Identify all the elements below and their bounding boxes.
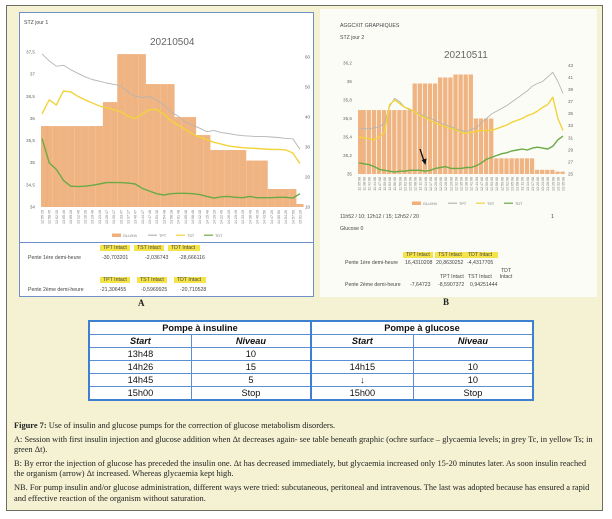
chart-a-title: 20210504 xyxy=(150,37,195,48)
a-header-tdt: TDT Intact xyxy=(168,245,201,251)
b-note-doses: 11h52 / 10; 12h12 / 15; 12h52 / 20 xyxy=(340,214,419,220)
b-row2-tst: -8,5907372 xyxy=(438,282,465,288)
cell: 10 xyxy=(190,347,312,361)
b-row1-label: Pente 1ère demi-heure xyxy=(345,260,399,266)
b-header2-tdt: TDT Intact xyxy=(499,268,513,280)
b-note-number: 1 xyxy=(551,214,554,220)
a-row2-tdt: -20,710528 xyxy=(180,287,207,293)
caption-b: B: By error the injection of glucose has… xyxy=(14,458,587,479)
a-row1-tdt: -28,666116 xyxy=(179,255,205,261)
cell: 13h48 xyxy=(88,347,192,361)
caption-nb: NB. For pump insulin and/or glucose admi… xyxy=(14,482,590,503)
b-row1-tst: 20,8630252 xyxy=(436,260,464,266)
cell: 10 xyxy=(412,360,534,374)
panel-a-label: A xyxy=(138,298,145,308)
cell: 14h15 xyxy=(309,360,414,374)
b-row2-tpt: -7,64723 xyxy=(410,282,431,288)
col-start-glucose: Start xyxy=(309,334,414,348)
cell: ↓ xyxy=(309,373,414,387)
cell xyxy=(412,347,534,361)
b-row2-label: Pente 2ème demi-heure xyxy=(345,282,401,288)
chart-b-title: 20210511 xyxy=(444,50,488,61)
b-row1-tdt: -4,4317705 xyxy=(467,260,494,266)
figure-label: Figure 7: xyxy=(14,421,47,430)
cell: 15h00 xyxy=(88,386,192,401)
group-glucose: Pompe à glucose xyxy=(309,320,534,335)
a-header2-tdt: TDT Intact xyxy=(174,277,207,283)
cell: 10 xyxy=(412,373,534,387)
figure-caption: Figure 7: Use of insulin and glucose pum… xyxy=(14,421,598,507)
panel-b-heading: STZ jour 2 xyxy=(340,35,365,41)
a-row2-label: Pente 2ème demi-heure xyxy=(28,287,84,293)
b-header2-tpt: TPT Intact xyxy=(440,274,464,280)
cell: 5 xyxy=(190,373,312,387)
a-header2-tpt: TPT Intact xyxy=(100,277,130,283)
a-row1-tst: -2,036743 xyxy=(145,255,169,261)
cell: 14h45 xyxy=(88,373,192,387)
a-header2-tst: TST Intact xyxy=(137,277,167,283)
a-row1-tpt: -30,703201 xyxy=(102,255,129,261)
cell: Stop xyxy=(190,386,312,401)
table-group-row: Pompe à insuline Pompe à glucose xyxy=(88,320,534,335)
a-header-tpt: TPT Intact xyxy=(100,245,130,251)
cell xyxy=(309,347,414,361)
pump-table: Pompe à insuline Pompe à glucose Start N… xyxy=(88,320,534,401)
table-header-row: Start Niveau Start Niveau xyxy=(88,334,534,348)
cell: 15 xyxy=(190,360,312,374)
figure-text: Use of insulin and glucose pumps for the… xyxy=(46,421,336,430)
b-header2-tst: TST Intact xyxy=(468,274,492,280)
b-row1-tpt: 16,4310208 xyxy=(405,260,433,266)
b-header-tpt: TPT Intact xyxy=(403,252,433,258)
a-row1-label: Pente 1ère demi-heure xyxy=(28,255,82,261)
panel-a-heading: STZ jour 1 xyxy=(24,20,49,26)
cell: 15h00 xyxy=(309,386,414,401)
b-header-tst: TST Intact xyxy=(435,252,465,258)
table-row: 14h26 15 14h15 10 xyxy=(88,360,534,374)
a-row2-tpt: -21,306455 xyxy=(100,287,127,293)
table-row: 15h00 Stop 15h00 Stop xyxy=(88,386,534,401)
table-row: 14h45 5 ↓ 10 xyxy=(88,373,534,387)
panel-b-label: B xyxy=(443,297,450,307)
a-header-tst: TST Intact xyxy=(134,245,164,251)
a-row2-tst: -0,5969925 xyxy=(141,287,168,293)
b-header-tdt: TDT Intact xyxy=(465,252,499,258)
col-level-insulin: Niveau xyxy=(190,334,312,348)
b-row2-tdt: 0,94251444 xyxy=(470,282,498,288)
caption-a: A: Session with first insulin injection … xyxy=(14,434,593,455)
table-row: 13h48 10 xyxy=(88,347,534,361)
caption-title: Figure 7: Use of insulin and glucose pum… xyxy=(14,421,598,432)
group-insulin: Pompe à insuline xyxy=(88,320,312,335)
cell: Stop xyxy=(412,386,534,401)
col-level-glucose: Niveau xyxy=(412,334,534,348)
col-start-insulin: Start xyxy=(88,334,192,348)
panel-b-header: AGGCXIT GRAPHIQUES xyxy=(340,23,400,29)
cell: 14h26 xyxy=(88,360,192,374)
panel-a-divider xyxy=(20,242,313,243)
b-note-glucose: Glucose 0 xyxy=(340,226,364,232)
